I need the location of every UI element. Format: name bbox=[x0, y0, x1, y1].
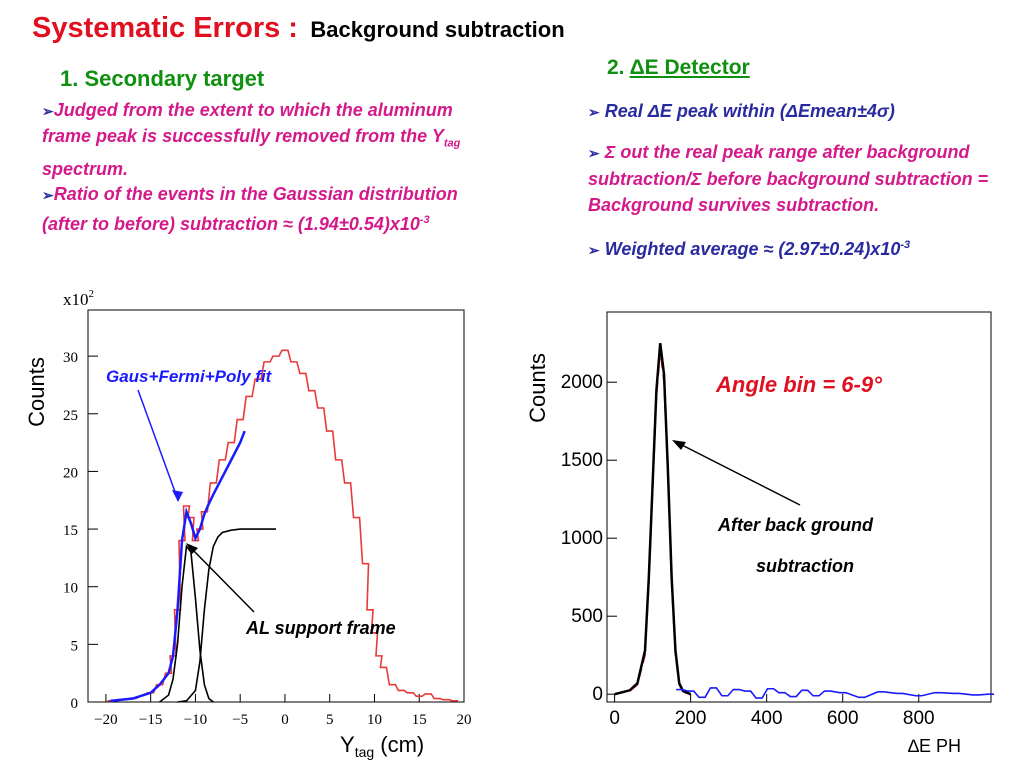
deltae-xlabel: ∆E PH bbox=[908, 736, 961, 756]
section1-heading: 1. Secondary target bbox=[60, 66, 265, 91]
deltae-plot-frame bbox=[606, 311, 992, 703]
title-main: Systematic Errors : bbox=[32, 12, 298, 44]
y-tick-label: 25 bbox=[63, 408, 78, 424]
y-tick-label: 2000 bbox=[561, 372, 603, 393]
y-tick-label: 0 bbox=[592, 684, 603, 705]
y-tick-label: 1500 bbox=[561, 450, 603, 471]
series-gaussian bbox=[159, 544, 214, 703]
after-sub-arrow-icon bbox=[675, 441, 801, 506]
ytag-xlabel: Ytag (cm) bbox=[340, 732, 424, 760]
after-sub-arrowhead-icon bbox=[672, 440, 686, 450]
x-tick-label: 0 bbox=[281, 712, 289, 728]
x-tick-label: 200 bbox=[675, 708, 707, 729]
series-fermi bbox=[177, 528, 276, 703]
fit-arrowhead-icon bbox=[172, 490, 183, 502]
y-tick-label: 0 bbox=[71, 696, 79, 712]
arrow-bullet-icon: ➢ bbox=[588, 145, 600, 161]
series-before bbox=[614, 350, 691, 695]
frame-arrow-icon bbox=[187, 544, 255, 613]
angle-bin-annotation: Angle bin = 6-9° bbox=[715, 372, 882, 397]
section1-bullet1: ➢Judged from the extent to which the alu… bbox=[42, 100, 461, 179]
x-tick-label: 600 bbox=[827, 708, 859, 729]
x-tick-label: 10 bbox=[367, 712, 382, 728]
x-tick-label: −10 bbox=[184, 712, 207, 728]
x-tick-label: 20 bbox=[457, 712, 472, 728]
y-tick-label: 20 bbox=[63, 465, 78, 481]
x-tick-label: −20 bbox=[94, 712, 117, 728]
y-tick-label: 15 bbox=[63, 523, 78, 539]
section2-bullet1: ➢ Real ΔE peak within (ΔEmean±4σ) bbox=[588, 101, 895, 121]
y-tick-label: 10 bbox=[63, 581, 78, 597]
y-tick-label: 500 bbox=[571, 606, 603, 627]
series-after_fit bbox=[614, 343, 692, 696]
arrow-bullet-icon: ➢ bbox=[588, 242, 600, 258]
section2-bullet2: ➢ Σ out the real peak range after backgr… bbox=[588, 142, 989, 215]
title-sub: Background subtraction bbox=[310, 17, 565, 42]
ytag-multiplier: x102 bbox=[63, 288, 94, 309]
arrow-bullet-icon: ➢ bbox=[588, 104, 600, 120]
x-tick-label: −15 bbox=[139, 712, 162, 728]
y-tick-label: 5 bbox=[71, 638, 79, 654]
series-data bbox=[107, 349, 459, 702]
section2-bullet3: ➢ Weighted average ≈ (2.97±0.24)x10-3 bbox=[588, 239, 911, 259]
fit-annotation: Gaus+Fermi+Poly fit bbox=[106, 367, 273, 386]
x-tick-label: 800 bbox=[903, 708, 935, 729]
frame-arrowhead-icon bbox=[186, 543, 198, 554]
y-tick-label: 1000 bbox=[561, 528, 603, 549]
arrow-bullet-icon: ➢ bbox=[42, 186, 54, 203]
after-sub-annotation-line1: After back ground bbox=[717, 515, 874, 535]
y-tick-label: 30 bbox=[63, 350, 78, 366]
section2-heading: 2. ΔE Detector bbox=[607, 56, 750, 79]
x-tick-label: 15 bbox=[412, 712, 427, 728]
fit-arrow-icon bbox=[137, 389, 179, 501]
series-after_sub bbox=[676, 687, 994, 699]
after-sub-annotation-line2: subtraction bbox=[756, 556, 854, 576]
series-fit bbox=[110, 430, 246, 703]
deltae-chart: Counts ∆E PH 0 200 400 600 800 0 500 1000 1500 20… bbox=[525, 311, 994, 756]
section2-body: ➢ Real ΔE peak within (ΔEmean±4σ) ➢ Σ ou… bbox=[588, 98, 1016, 277]
x-tick-label: 0 bbox=[609, 708, 620, 729]
deltae-ylabel: Counts bbox=[525, 353, 550, 423]
frame-annotation: AL support frame bbox=[245, 618, 396, 638]
x-tick-label: −5 bbox=[232, 712, 248, 728]
slide-title: Systematic Errors : Background subtracti… bbox=[32, 12, 565, 45]
x-tick-label: 400 bbox=[751, 708, 783, 729]
ytag-chart: x102 Counts Ytag (cm) −20 −15 −10 −5 0 5 10 15 2… bbox=[24, 288, 472, 760]
ytag-ylabel: Counts bbox=[24, 357, 49, 427]
ytag-plot-frame bbox=[87, 309, 465, 703]
arrow-bullet-icon: ➢ bbox=[42, 103, 54, 119]
section1-body: ➢Judged from the extent to which the alu… bbox=[42, 98, 492, 237]
x-tick-label: 5 bbox=[326, 712, 334, 728]
section1-bullet2: ➢Ratio of the events in the Gaussian dis… bbox=[42, 183, 458, 234]
